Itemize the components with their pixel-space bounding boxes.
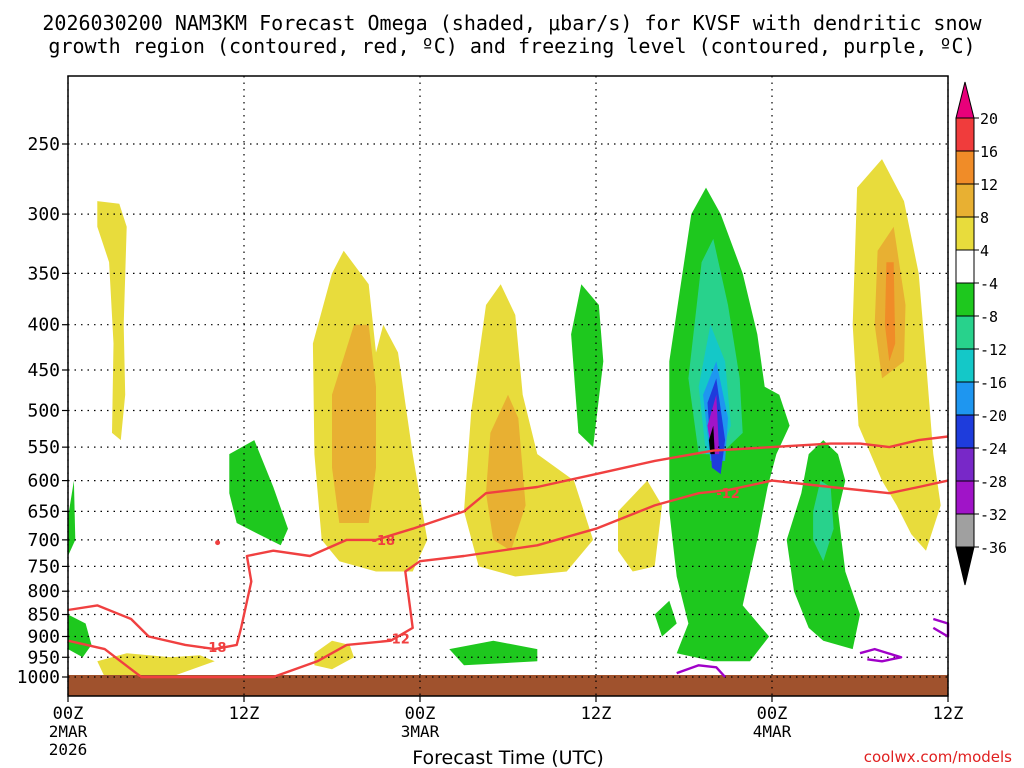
colorbar-label-0: 20 [980,110,998,128]
y-tick-label-850: 850 [27,605,60,626]
omega-region-24 [68,480,76,556]
y-tick-label-650: 650 [27,501,60,522]
dgz-contour-0 [67,435,949,651]
colorbar-bottom-arrow [955,546,975,586]
colorbar-band-1 [955,150,975,185]
x-axis-label: Forecast Time (UTC) [412,747,603,768]
colorbar-band-3 [955,216,975,251]
chart-title-line2: growth region (contoured, red, ºC) and f… [48,34,975,58]
omega-region-23 [449,640,538,666]
colorbar-band-0 [955,117,975,152]
freezing-contour-1 [859,647,903,663]
dgz-contour-dot [215,540,221,546]
y-tick-label-350: 350 [27,263,60,284]
dgz-contour-0-label-0: -18 [203,641,227,656]
omega-shading-layer [68,159,941,677]
omega-region-25 [68,614,92,658]
omega-region-0 [97,201,127,441]
colorbar-band-8 [955,381,975,416]
colorbar-band-10 [955,447,975,482]
x-tick-label-4: 00Z [757,704,788,724]
colorbar-label-3: 8 [980,209,989,227]
omega-region-22 [813,480,834,562]
colorbar: 20 16 12 8 4 -4 -8 -12 -16 -20 -24 -28 -32 -36 [955,81,1007,586]
colorbar-band-12 [955,513,975,548]
x-tick-label-0: 00Z [53,704,84,724]
y-tick-label-1000: 1000 [17,667,60,688]
colorbar-band-6 [955,315,975,350]
dgz-contour-1-label-1: -12 [716,487,740,502]
x-tick-label-2: 00Z [405,704,436,724]
y-tick-label-400: 400 [27,315,60,336]
y-tick-label-950: 950 [27,647,60,668]
y-tick-label-550: 550 [27,437,60,458]
y-tick-label-900: 900 [27,626,60,647]
ground-layer [68,675,948,696]
y-tick-label-800: 800 [27,581,60,602]
x-tick-label-5: 12Z [933,704,964,724]
colorbar-label-12: -32 [980,506,1007,524]
omega-region-10 [884,262,896,362]
x-tick-date-4: 4MAR [753,722,792,741]
omega-region-2 [332,324,376,523]
watermark-text: coolwx.com/models [864,748,1012,766]
dgz-contour-0-label-1: -18 [372,534,396,549]
y-tick-label-450: 450 [27,360,60,381]
colorbar-label-4: 4 [980,242,989,260]
omega-region-6 [97,653,215,677]
omega-region-20 [708,425,715,455]
x-tick-label-3: 12Z [581,704,612,724]
x-tick-label-1: 12Z [229,704,260,724]
colorbar-label-9: -20 [980,407,1007,425]
freezing-contour-0 [676,664,726,678]
colorbar-band-11 [955,480,975,515]
colorbar-label-7: -12 [980,341,1007,359]
y-tick-label-750: 750 [27,556,60,577]
omega-region-7 [618,480,662,572]
colorbar-label-5: -4 [980,275,998,293]
x-tick-date-2: 3MAR [401,722,440,741]
colorbar-label-1: 16 [980,143,998,161]
dgz-contour-1 [67,479,949,679]
plot-frame [67,75,949,697]
y-tick-label-700: 700 [27,530,60,551]
colorbar-band-5 [955,282,975,317]
colorbar-label-6: -8 [980,308,998,326]
colorbar-label-11: -28 [980,473,1007,491]
y-tick-label-250: 250 [27,134,60,155]
colorbar-band-9 [955,414,975,449]
chart-title-line1: 2026030200 NAM3KM Forecast Omega (shaded… [42,11,982,35]
contour-layer: -18 -18 -12 -12 [67,435,950,679]
omega-region-5 [314,640,354,670]
colorbar-label-13: -36 [980,539,1007,557]
x-tick-date-0: 2MAR [49,722,88,741]
omega-region-4 [486,394,526,551]
colorbar-label-10: -24 [980,440,1007,458]
y-axis: 2503003504004505005506006507007508008509… [17,134,68,688]
colorbar-band-7 [955,348,975,383]
dgz-contour-1-label-0: -12 [386,633,410,648]
y-tick-label-600: 600 [27,471,60,492]
ground-strip [68,675,948,696]
colorbar-label-8: -16 [980,374,1007,392]
y-tick-label-300: 300 [27,204,60,225]
x-tick-year-0: 2026 [49,740,88,759]
omega-region-26 [654,600,677,637]
colorbar-band-2 [955,183,975,218]
y-tick-label-500: 500 [27,401,60,422]
colorbar-label-2: 12 [980,176,998,194]
colorbar-band-4 [955,249,975,284]
